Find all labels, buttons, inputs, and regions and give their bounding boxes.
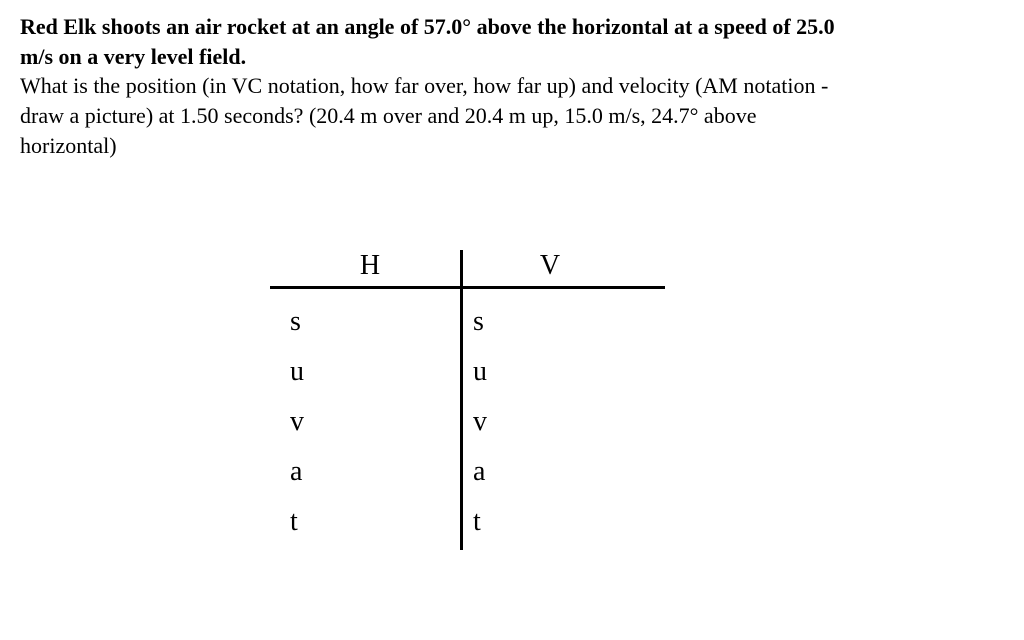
problem-bold-line2: m/s on a very level field. [20, 44, 246, 69]
suvat-table: H V s u v a t s u v a t [250, 250, 1004, 547]
row-u-v: u [473, 347, 640, 397]
row-t-v: t [473, 497, 640, 547]
problem-question-line3: horizontal) [20, 133, 117, 158]
table-horizontal-divider [270, 286, 665, 289]
row-a-h: a [290, 447, 445, 497]
problem-bold-line1: Red Elk shoots an air rocket at an angle… [20, 14, 835, 39]
problem-statement: Red Elk shoots an air rocket at an angle… [20, 12, 1004, 160]
table-body: s u v a t s u v a t [250, 297, 1004, 547]
table-headers: H V [250, 250, 1004, 282]
row-v-v: v [473, 397, 640, 447]
header-horizontal: H [250, 250, 440, 282]
problem-question-line2: draw a picture) at 1.50 seconds? (20.4 m… [20, 103, 756, 128]
row-t-h: t [290, 497, 445, 547]
problem-question-line1: What is the position (in VC notation, ho… [20, 73, 828, 98]
row-u-h: u [290, 347, 445, 397]
column-horizontal: s u v a t [250, 297, 445, 547]
table-vertical-divider [460, 250, 463, 550]
row-v-h: v [290, 397, 445, 447]
header-vertical: V [440, 250, 630, 282]
column-vertical: s u v a t [445, 297, 640, 547]
row-s-v: s [473, 297, 640, 347]
row-a-v: a [473, 447, 640, 497]
row-s-h: s [290, 297, 445, 347]
